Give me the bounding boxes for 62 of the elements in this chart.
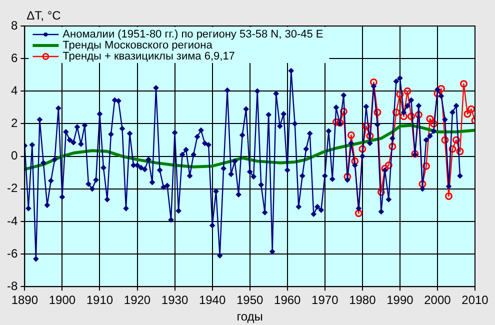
point bbox=[467, 105, 475, 113]
x-tick-label: 1900 bbox=[48, 293, 76, 308]
x-tick-label: 1980 bbox=[349, 293, 376, 308]
y-tick-label: 8 bbox=[10, 18, 18, 32]
y-tick-label: -4 bbox=[7, 214, 18, 228]
y-tick-label: -6 bbox=[7, 246, 18, 260]
x-tick-label: 1970 bbox=[312, 293, 339, 308]
point bbox=[441, 136, 449, 144]
x-tick-label: 1910 bbox=[86, 293, 114, 308]
point bbox=[456, 148, 464, 156]
x-tick-label: 2000 bbox=[424, 293, 452, 308]
y-tick-label: 2 bbox=[10, 116, 18, 130]
point bbox=[448, 145, 456, 153]
point bbox=[414, 111, 422, 119]
point bbox=[347, 131, 355, 139]
y-tick-label: -8 bbox=[7, 278, 18, 293]
point bbox=[388, 142, 396, 150]
x-tick-label: 1960 bbox=[274, 293, 302, 308]
point bbox=[400, 112, 408, 120]
point bbox=[370, 78, 378, 86]
point bbox=[422, 162, 430, 170]
point bbox=[404, 87, 412, 95]
y-tick-label: -2 bbox=[7, 181, 18, 196]
x-tick-label: 1940 bbox=[198, 293, 226, 308]
y-tick-label: 6 bbox=[10, 50, 18, 65]
point bbox=[381, 164, 389, 172]
legend-label: Тренды + квазициклы зима 6,9,17 bbox=[62, 50, 235, 63]
point bbox=[384, 162, 392, 170]
point bbox=[396, 90, 404, 98]
x-tick-label: 1950 bbox=[236, 293, 264, 308]
point bbox=[464, 110, 472, 118]
point bbox=[374, 108, 382, 116]
point bbox=[366, 132, 374, 140]
point bbox=[392, 108, 400, 116]
point bbox=[444, 192, 452, 200]
legend-label: Тренды Московского региона bbox=[62, 40, 214, 52]
point bbox=[351, 157, 359, 165]
point bbox=[362, 122, 370, 130]
x-tick-label: 1920 bbox=[124, 293, 151, 308]
y-tick-label: 4 bbox=[10, 83, 18, 98]
x-axis-title: годы bbox=[236, 309, 263, 324]
y-axis-title: ΔT, °C bbox=[26, 8, 62, 22]
point bbox=[437, 84, 445, 92]
point bbox=[460, 80, 468, 88]
point bbox=[452, 136, 460, 144]
point bbox=[407, 112, 415, 120]
point bbox=[358, 145, 366, 153]
point bbox=[418, 180, 426, 188]
x-tick-label: 1990 bbox=[386, 293, 414, 308]
y-tick-label: 0 bbox=[10, 148, 18, 163]
point bbox=[426, 115, 434, 123]
x-tick-label: 1890 bbox=[11, 293, 38, 308]
legend-label: Аномалии (1951-80 гг.) по региону 53-58 N, 30-45 E bbox=[62, 28, 324, 41]
point bbox=[344, 172, 352, 180]
point bbox=[354, 210, 362, 218]
point bbox=[434, 90, 442, 98]
point bbox=[430, 120, 438, 128]
point bbox=[332, 118, 340, 126]
x-tick-label: 2010 bbox=[462, 293, 489, 308]
point bbox=[377, 188, 385, 196]
point bbox=[340, 108, 348, 116]
x-tick-label: 1930 bbox=[161, 293, 188, 308]
